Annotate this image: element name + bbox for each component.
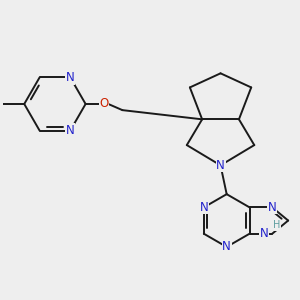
Text: N: N bbox=[222, 240, 231, 254]
Text: N: N bbox=[66, 124, 75, 137]
Text: H: H bbox=[273, 220, 280, 230]
Text: N: N bbox=[216, 159, 225, 172]
Text: N: N bbox=[268, 201, 277, 214]
Text: O: O bbox=[99, 98, 109, 110]
Text: N: N bbox=[260, 227, 268, 240]
Text: N: N bbox=[66, 71, 75, 84]
Text: N: N bbox=[200, 201, 208, 214]
